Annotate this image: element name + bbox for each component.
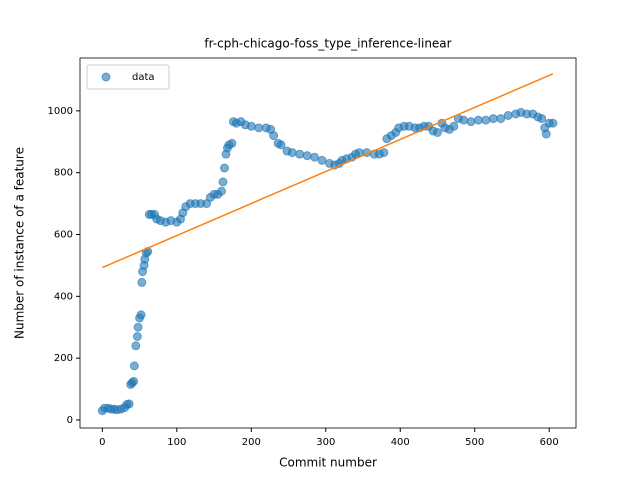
data-point	[287, 148, 297, 158]
data-point	[254, 123, 264, 133]
chart-title: fr-cph-chicago-foss_type_inference-linea…	[204, 37, 451, 51]
y-tick-label: 1000	[48, 106, 73, 117]
data-point	[481, 115, 491, 125]
data-point	[129, 376, 139, 386]
x-tick-label: 100	[167, 437, 186, 448]
y-tick-label: 200	[54, 353, 73, 364]
legend-box	[86, 64, 170, 90]
data-point	[310, 152, 320, 162]
data-point	[133, 322, 143, 332]
x-tick-label: 0	[99, 437, 105, 448]
data-point	[473, 115, 483, 125]
data-point	[496, 114, 506, 124]
data-point	[132, 332, 142, 342]
data-point	[302, 151, 312, 161]
data-point	[449, 121, 459, 131]
data-point	[269, 131, 279, 141]
data-point	[459, 115, 469, 125]
y-tick-label: 0	[67, 415, 73, 426]
x-tick-label: 200	[242, 437, 261, 448]
axes-frame	[79, 57, 577, 429]
y-tick-label: 800	[54, 168, 73, 179]
y-tick-label: 600	[54, 229, 73, 240]
data-point	[124, 399, 134, 409]
data-point	[379, 148, 389, 158]
data-point	[129, 361, 139, 371]
data-point	[131, 341, 141, 351]
data-point	[488, 114, 498, 124]
legend-marker	[101, 72, 111, 82]
data-point	[276, 140, 286, 150]
data-point	[217, 186, 227, 196]
data-point	[219, 163, 229, 173]
x-tick-label: 300	[316, 437, 335, 448]
fit-line	[102, 73, 554, 269]
x-tick-label: 500	[465, 437, 484, 448]
y-axis-label: Number of instance of a feature	[13, 147, 27, 339]
x-tick-label: 400	[391, 437, 410, 448]
data-point	[548, 118, 558, 128]
data-point	[466, 117, 476, 127]
data-point	[503, 110, 513, 120]
x-tick-label: 600	[540, 437, 559, 448]
data-point	[227, 138, 237, 148]
data-point	[246, 121, 256, 131]
data-point	[136, 310, 146, 320]
data-point	[218, 177, 228, 187]
data-point	[137, 277, 147, 287]
legend-label: data	[132, 72, 155, 83]
data-point	[541, 129, 551, 139]
data-point	[537, 114, 547, 124]
data-point	[317, 155, 327, 165]
x-axis-label: Commit number	[279, 456, 377, 470]
data-point	[432, 127, 442, 137]
y-tick-label: 400	[54, 291, 73, 302]
data-point	[295, 149, 305, 159]
